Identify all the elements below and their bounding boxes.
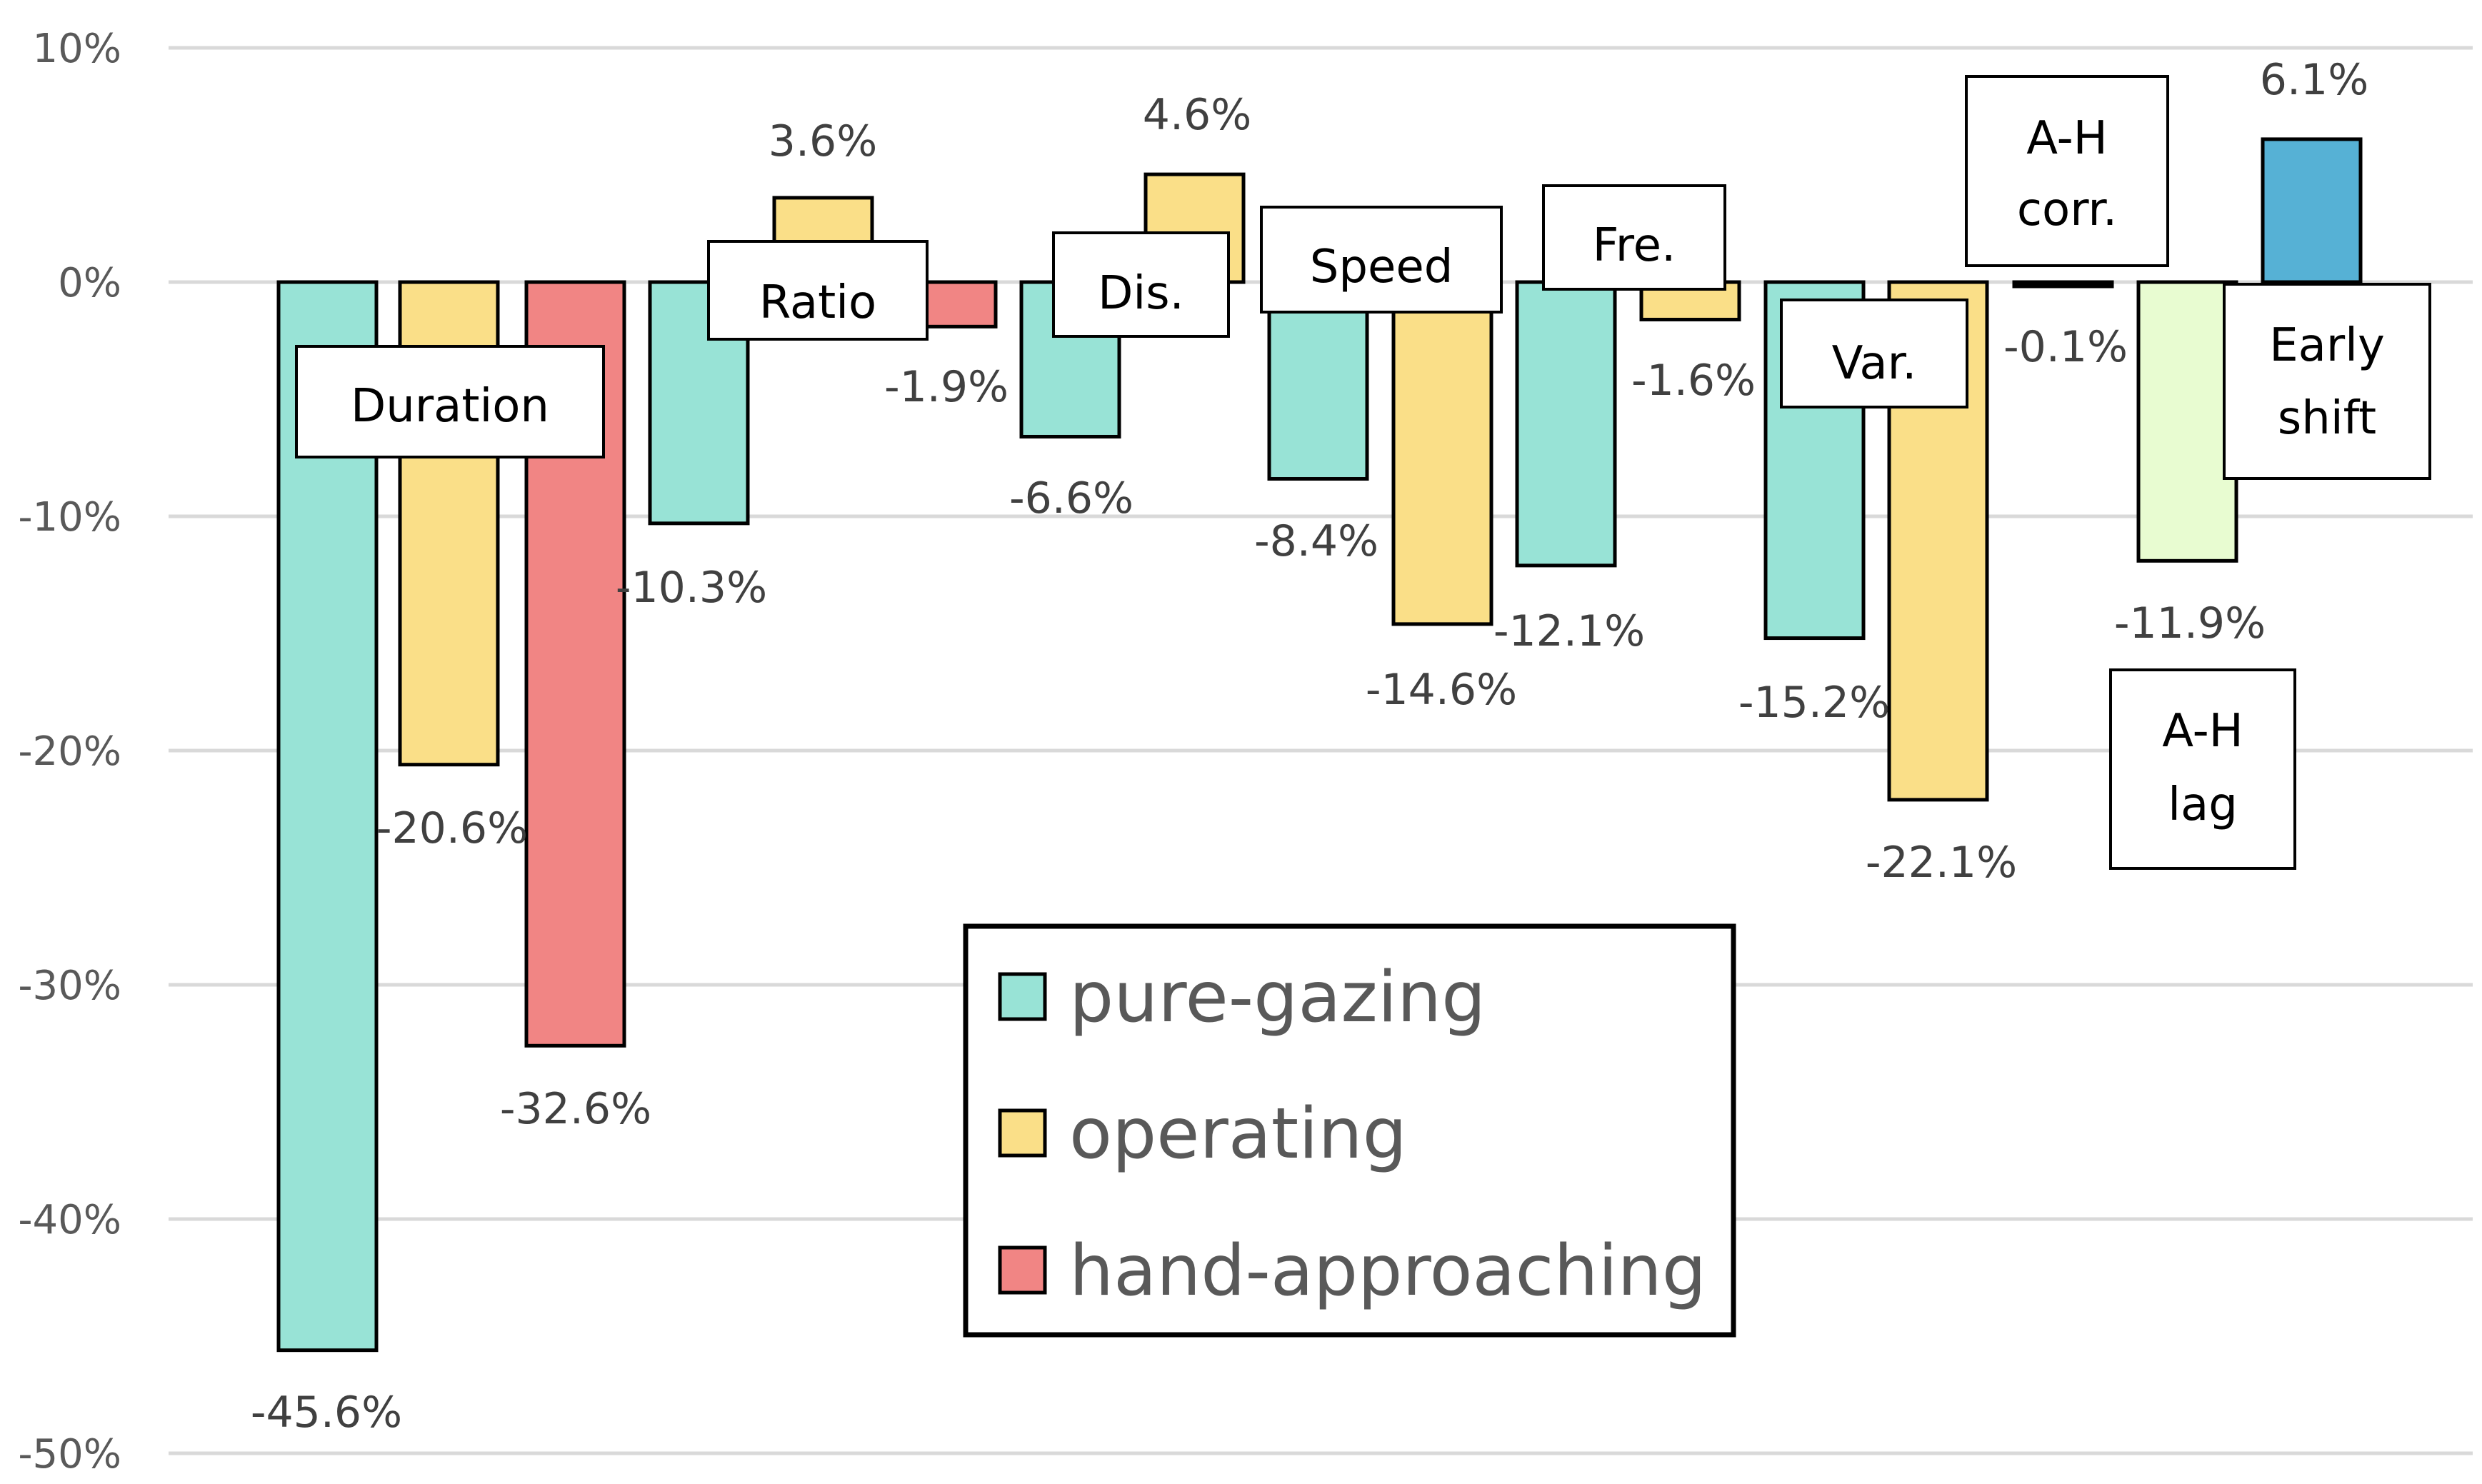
category-box-var-	[1780, 299, 1968, 408]
bar-a-h-corr-a-h-corr-	[2012, 280, 2114, 289]
data-label-speed-operating: -14.6%	[1366, 665, 1517, 715]
y-tick-label: 10%	[33, 26, 121, 72]
category-text-early-shift: Early	[2269, 319, 2385, 372]
data-label-ratio-hand-approaching: -1.9%	[884, 362, 1009, 412]
data-label-duration-pure-gazing: -45.6%	[251, 1388, 402, 1438]
y-tick-label: -10%	[18, 494, 121, 541]
y-tick-label: -20%	[18, 728, 121, 775]
category-box-fre-	[1542, 184, 1726, 291]
y-tick-label: -40%	[18, 1197, 121, 1243]
data-label-fre-operating: -1.6%	[1631, 356, 1756, 406]
category-label-a-h-corr-: A-H corr.	[1965, 75, 2169, 267]
category-text-a-h-corr-: corr.	[2017, 184, 2117, 236]
bar-duration-pure-gazing	[276, 280, 379, 1353]
bar-speed-pure-gazing	[1267, 280, 1369, 481]
data-label-speed-pure-gazing: -8.4%	[1254, 516, 1378, 566]
category-text-fre-: Fre.	[1593, 219, 1676, 272]
category-text-a-h-lag: A-H	[2162, 705, 2243, 758]
category-box-a-h-lag	[2109, 668, 2296, 870]
category-label-speed: Speed	[1260, 206, 1503, 314]
category-label-dis-: Dis.	[1052, 231, 1230, 338]
y-tick-label: -30%	[18, 963, 121, 1009]
category-box-a-h-corr-	[1965, 75, 2169, 267]
data-label-var-pure-gazing: -15.2%	[1738, 678, 1890, 728]
legend-swatch-pure-gazing	[998, 972, 1047, 1021]
category-text-a-h-lag: lag	[2168, 778, 2238, 831]
data-label-ratio-pure-gazing: -10.3%	[616, 563, 767, 613]
data-label-ratio-operating: 3.6%	[769, 116, 877, 166]
bar-ratio-pure-gazing	[648, 280, 750, 526]
data-label-dis-pure-gazing: -6.6%	[1009, 473, 1134, 523]
y-axis-ticks: 10% 0% -10% -20% -30% -40% -50%	[18, 26, 121, 1478]
category-box-early-shift	[2223, 283, 2431, 480]
y-tick-label: -50%	[18, 1431, 121, 1478]
legend-label-operating: operating	[1069, 1093, 1407, 1175]
data-label-duration-hand-approaching: -32.6%	[500, 1084, 651, 1134]
category-label-fre-: Fre.	[1542, 184, 1726, 291]
category-label-var-: Var.	[1780, 299, 1968, 408]
legend-swatch-hand-approaching	[998, 1245, 1047, 1295]
category-text-var-: Var.	[1832, 337, 1917, 390]
legend-label-pure-gazing: pure-gazing	[1069, 957, 1486, 1038]
category-box-speed	[1260, 206, 1503, 314]
legend-box	[963, 923, 1736, 1338]
category-text-speed: Speed	[1310, 241, 1453, 294]
data-label-duration-operating: -20.6%	[376, 803, 528, 853]
category-text-early-shift: shift	[2278, 392, 2376, 445]
legend: pure-gazing operating hand-approaching	[963, 923, 1736, 1338]
bar-a-h-lag-a-h-lag	[2136, 280, 2238, 563]
category-text-ratio: Ratio	[759, 276, 876, 329]
data-labels: -45.6% -20.6% -32.6% -10.3% 3.6% -1.9% -6.6% 4.…	[251, 55, 2368, 1438]
bar-early-shift-early-shift	[2261, 137, 2363, 284]
category-text-a-h-corr-: A-H	[2026, 112, 2108, 165]
data-label-early-shift-early-shift: 6.1%	[2260, 55, 2368, 105]
data-label-a-h-lag-a-h-lag: -11.9%	[2114, 598, 2266, 648]
data-label-dis-operating: 4.6%	[1143, 90, 1251, 140]
legend-label-hand-approaching: hand-approaching	[1069, 1230, 1706, 1312]
legend-swatch-operating	[998, 1108, 1047, 1158]
bar-fre-pure-gazing	[1515, 280, 1617, 568]
category-label-ratio: Ratio	[707, 240, 929, 341]
data-label-a-h-corr-a-h-corr-: -0.1%	[2003, 322, 2128, 372]
category-box-ratio	[707, 240, 929, 341]
category-label-duration: Duration	[295, 345, 605, 458]
y-tick-label: 0%	[58, 260, 121, 306]
category-box-duration	[295, 345, 605, 458]
data-label-var-operating: -22.1%	[1866, 838, 2017, 888]
bar-speed-operating	[1391, 280, 1493, 626]
category-label-early-shift: Early shift	[2223, 283, 2431, 480]
data-label-fre-pure-gazing: -12.1%	[1493, 606, 1645, 656]
category-text-dis-: Dis.	[1098, 267, 1184, 320]
category-label-a-h-lag: A-H lag	[2109, 668, 2296, 870]
category-box-dis-	[1052, 231, 1230, 338]
category-text-duration: Duration	[351, 380, 549, 433]
